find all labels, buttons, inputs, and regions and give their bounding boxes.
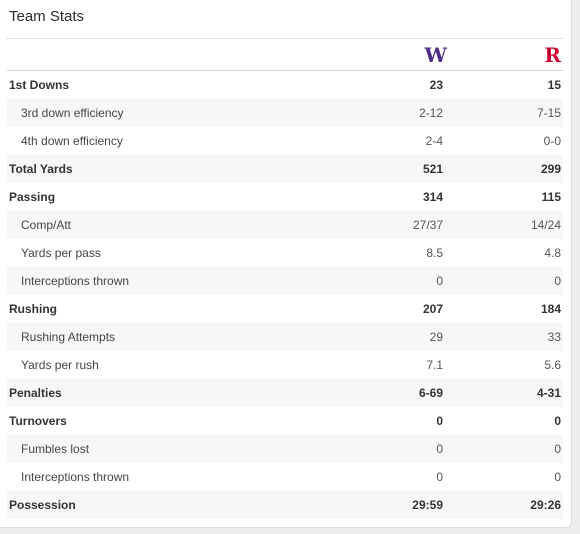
away-stat-value: 5.6 [544,358,561,372]
team-stats-card: Team Stats W R 1st Downs 23 15 3rd down eff… [0,0,572,528]
stat-label: 1st Downs [9,78,70,92]
home-stat-value: 207 [422,302,443,316]
stat-label: Yards per rush [21,358,99,372]
away-stat-value: 29:26 [530,498,561,512]
card-title: Team Stats [9,8,85,25]
stat-label: Rushing [9,302,57,316]
stat-label: Yards per pass [21,246,101,260]
stat-row: Fumbles lost 0 0 [7,435,563,463]
home-stat-value: 0 [436,274,443,288]
home-team-logo-icon[interactable]: W [424,43,448,67]
stat-row: Turnovers 0 0 [7,407,563,435]
stat-label: Passing [9,190,56,204]
home-stat-value: 7.1 [426,358,443,372]
stat-row: Comp/Att 27/37 14/24 [7,211,563,239]
home-stat-value: 8.5 [426,246,443,260]
away-stat-value: 299 [540,162,561,176]
stat-label: Total Yards [9,162,73,176]
away-stat-value: 184 [540,302,561,316]
away-team-logo-icon[interactable]: R [544,43,561,67]
stat-row: 1st Downs 23 15 [7,71,563,99]
home-stat-value: 0 [436,442,443,456]
away-stat-value: 0 [554,442,561,456]
home-stat-value: 27/37 [412,218,443,232]
stat-label: 4th down efficiency [21,134,123,148]
home-stat-value: 0 [436,414,443,428]
stat-row: Total Yards 521 299 [7,155,563,183]
home-stat-value: 29:59 [412,498,443,512]
stats-table: 1st Downs 23 15 3rd down efficiency 2-12 7-15… [7,71,563,519]
stat-row: Penalties 6-69 4-31 [7,379,563,407]
stat-label: Interceptions thrown [21,470,130,484]
stat-label: Penalties [9,386,62,400]
stat-row: Possession 29:59 29:26 [7,491,563,519]
stat-row: 4th down efficiency 2-4 0-0 [7,127,563,155]
away-stat-value: 33 [547,330,561,344]
team-logos-header: W R [7,40,563,71]
away-stat-value: 14/24 [530,218,561,232]
stat-row: Rushing 207 184 [7,295,563,323]
stat-row: Interceptions thrown 0 0 [7,267,563,295]
away-stat-value: 0-0 [543,134,561,148]
title-divider [7,38,563,39]
stat-label: Comp/Att [21,218,72,232]
away-stat-value: 0 [554,274,561,288]
home-stat-value: 29 [429,330,443,344]
stat-row: Passing 314 115 [7,183,563,211]
stat-row: Yards per pass 8.5 4.8 [7,239,563,267]
away-stat-value: 115 [541,190,561,204]
away-stat-value: 0 [554,414,561,428]
home-stat-value: 23 [429,78,443,92]
stat-row: Interceptions thrown 0 0 [7,463,563,491]
stat-row: 3rd down efficiency 2-12 7-15 [7,99,563,127]
stat-label: Possession [9,498,76,512]
stat-row: Yards per rush 7.1 5.6 [7,351,563,379]
home-stat-value: 6-69 [418,386,443,400]
home-stat-value: 2-4 [425,134,443,148]
stat-label: 3rd down efficiency [21,106,124,120]
away-stat-value: 4.8 [544,246,561,260]
away-stat-value: 7-15 [536,106,561,120]
home-stat-value: 0 [436,470,443,484]
stat-row: Rushing Attempts 29 33 [7,323,563,351]
home-stat-value: 314 [422,190,443,204]
stat-label: Turnovers [9,414,67,428]
home-stat-value: 2-12 [418,106,443,120]
away-stat-value: 4-31 [536,386,561,400]
stat-label: Rushing Attempts [21,330,116,344]
stat-label: Interceptions thrown [21,274,130,288]
away-stat-value: 15 [547,78,561,92]
stat-label: Fumbles lost [21,442,90,456]
home-stat-value: 521 [422,162,443,176]
away-stat-value: 0 [554,470,561,484]
